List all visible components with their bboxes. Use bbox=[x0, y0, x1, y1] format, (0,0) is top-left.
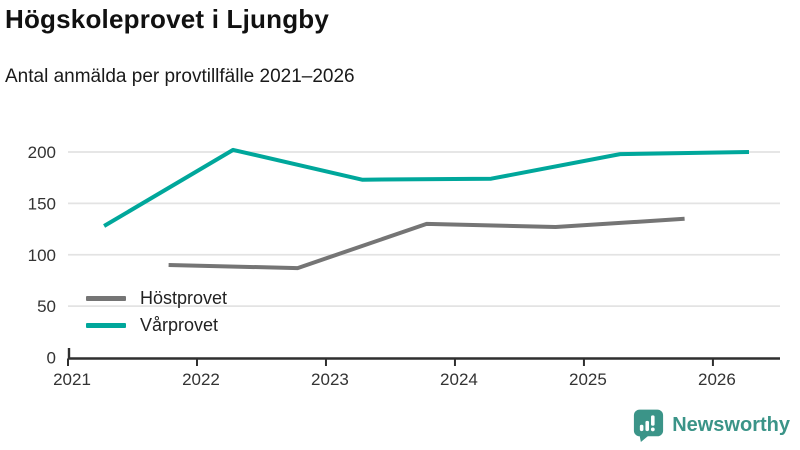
chart-legend: Höstprovet Vårprovet bbox=[86, 287, 227, 336]
varprovet-line-swatch bbox=[86, 322, 126, 328]
y-axis-tick-label: 0 bbox=[47, 349, 56, 368]
x-axis-tick-label: 2022 bbox=[182, 370, 220, 389]
x-axis-tick-label: 2021 bbox=[53, 370, 91, 389]
page-title: Högskoleprovet i Ljungby bbox=[5, 4, 330, 34]
x-axis-tick-label: 2026 bbox=[698, 370, 736, 389]
brand-name: Newsworthy bbox=[672, 414, 790, 436]
legend-item-varprovet: Vårprovet bbox=[86, 314, 227, 336]
chart-subtitle: Antal anmälda per provtillfälle 2021–202… bbox=[5, 66, 355, 87]
legend-label-hostprovet: Höstprovet bbox=[140, 287, 228, 308]
series-line-1 bbox=[103, 147, 750, 228]
y-axis-tick-label: 100 bbox=[28, 246, 56, 265]
x-axis-tick-label: 2025 bbox=[569, 370, 607, 389]
y-axis-tick-label: 150 bbox=[28, 194, 56, 213]
y-axis-tick-label: 200 bbox=[28, 143, 56, 162]
legend-label-varprovet: Vårprovet bbox=[140, 314, 219, 335]
x-axis-tick-label: 2024 bbox=[440, 370, 478, 389]
hostprovet-line-swatch bbox=[86, 295, 126, 301]
newsworthy-logo-icon bbox=[634, 409, 664, 442]
series-line-0 bbox=[168, 216, 685, 271]
legend-item-hostprovet: Höstprovet bbox=[86, 287, 227, 309]
brand-footer: Newsworthy bbox=[633, 409, 790, 442]
x-axis-tick-label: 2023 bbox=[311, 370, 349, 389]
y-axis-tick-label: 50 bbox=[37, 297, 56, 316]
